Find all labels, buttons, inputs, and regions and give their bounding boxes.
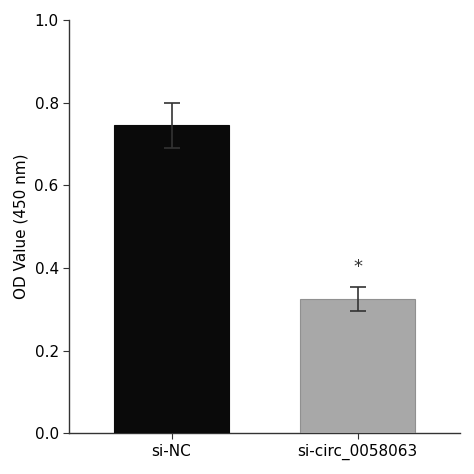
Bar: [300, 299, 415, 434]
Bar: [114, 125, 229, 434]
Y-axis label: OD Value (450 nm): OD Value (450 nm): [14, 154, 29, 300]
Text: *: *: [353, 258, 362, 276]
